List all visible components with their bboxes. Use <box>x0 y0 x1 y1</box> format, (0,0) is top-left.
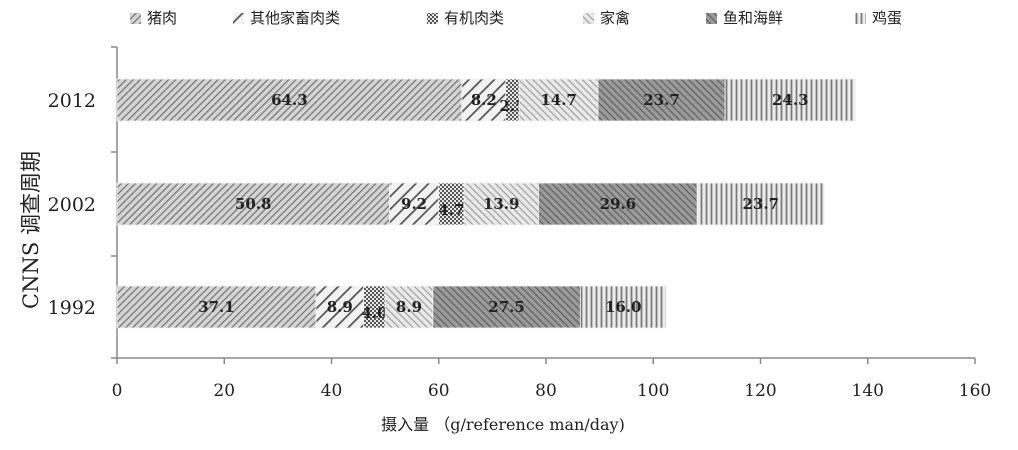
data-label: 50.8 <box>235 195 272 213</box>
legend-swatch <box>706 13 717 24</box>
y-axis-title: CNNS 调查周期 <box>19 151 43 309</box>
y-tick-label: 2002 <box>48 194 96 216</box>
x-axis-title: 摄入量 （g/reference man/day) <box>381 415 625 434</box>
data-label: 23.7 <box>643 91 680 109</box>
legend-label: 鱼和海鲜 <box>723 9 783 27</box>
x-tick-label: 100 <box>637 381 669 401</box>
data-label: 27.5 <box>488 298 525 316</box>
legend-swatch <box>583 13 594 24</box>
legend-swatch <box>233 13 244 24</box>
bar-segment <box>597 78 726 122</box>
bar-segment <box>696 182 825 226</box>
data-label: 4.7 <box>438 201 464 219</box>
legend-label: 有机肉类 <box>444 9 504 27</box>
bar-segment <box>116 78 463 122</box>
bar-segment <box>538 182 698 226</box>
x-tick-label: 160 <box>959 381 991 401</box>
data-label: 8.9 <box>396 298 422 316</box>
bar-segment <box>579 285 667 329</box>
bar-segment <box>384 285 434 329</box>
bar-segment <box>432 285 581 329</box>
data-label: 64.3 <box>271 91 308 109</box>
data-label: 37.1 <box>198 298 235 316</box>
x-tick-label: 40 <box>321 381 343 401</box>
legend: 猪肉 其他家畜肉类 有机肉类 家禽 鱼和海鲜 鸡蛋 <box>130 9 902 27</box>
legend-label: 鸡蛋 <box>872 9 902 27</box>
legend-label: 其他家畜肉类 <box>250 9 340 27</box>
data-label: 16.0 <box>605 298 642 316</box>
y-axis-ticks: 2012 2002 1992 <box>48 46 117 359</box>
x-tick-label: 20 <box>213 381 235 401</box>
data-label: 14.7 <box>540 91 577 109</box>
bar-segment <box>315 285 365 329</box>
x-tick-label: 60 <box>428 381 450 401</box>
bar-segment <box>518 78 599 122</box>
legend-swatch <box>855 13 866 24</box>
legend-swatch <box>130 13 141 24</box>
data-label: 8.9 <box>327 298 353 316</box>
data-label: 29.6 <box>600 195 637 213</box>
data-label: 9.2 <box>401 195 427 213</box>
legend-label: 猪肉 <box>147 9 177 27</box>
plot-area: 2012 2002 1992 0 20 40 60 80 100 120 140 160 64.3 8… <box>48 46 991 401</box>
x-tick-label: 140 <box>852 381 884 401</box>
y-tick-label: 2012 <box>48 90 96 112</box>
x-axis-ticks: 0 20 40 60 80 100 120 140 160 <box>112 358 991 401</box>
bar-segment <box>116 285 317 329</box>
data-label: 13.9 <box>483 195 520 213</box>
data-label: 4.0 <box>361 304 387 322</box>
bar-segment <box>389 182 440 226</box>
data-label: 23.7 <box>742 195 779 213</box>
data-label: 24.3 <box>772 91 809 109</box>
data-label: 8.2 <box>471 91 497 109</box>
bars: 64.3 8.2 2.5 14.7 23.7 24.350.8 9.2 4.7 13.9 29.6… <box>116 78 856 329</box>
bar-segment <box>724 78 856 122</box>
y-tick-label: 1992 <box>48 297 96 319</box>
x-tick-label: 80 <box>535 381 557 401</box>
bar-segment <box>463 182 539 226</box>
legend-label: 家禽 <box>600 9 630 27</box>
legend-swatch <box>427 13 438 24</box>
x-tick-label: 120 <box>744 381 776 401</box>
x-tick-label: 0 <box>112 381 123 401</box>
